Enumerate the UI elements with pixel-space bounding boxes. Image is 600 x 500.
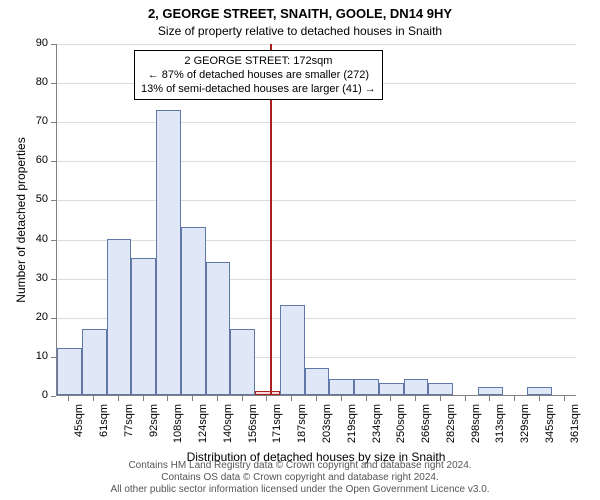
xtick-label: 108sqm xyxy=(173,404,184,454)
ytick-label: 40 xyxy=(22,234,48,245)
annotation-line: 13% of semi-detached houses are larger (… xyxy=(141,82,376,96)
ytick-mark xyxy=(51,357,56,358)
chart-subtitle: Size of property relative to detached ho… xyxy=(0,24,600,38)
xtick-label: 92sqm xyxy=(149,404,160,454)
ytick-label: 20 xyxy=(22,312,48,323)
xtick-mark xyxy=(68,396,69,401)
ytick-mark xyxy=(51,122,56,123)
ytick-label: 80 xyxy=(22,77,48,88)
xtick-label: 77sqm xyxy=(124,404,135,454)
xtick-mark xyxy=(366,396,367,401)
ytick-mark xyxy=(51,318,56,319)
gridline xyxy=(57,240,576,241)
xtick-label: 45sqm xyxy=(74,404,85,454)
xtick-mark xyxy=(266,396,267,401)
bar xyxy=(404,379,429,395)
ytick-mark xyxy=(51,396,56,397)
xtick-mark xyxy=(242,396,243,401)
bar xyxy=(230,329,255,395)
ytick-label: 70 xyxy=(22,116,48,127)
xtick-mark xyxy=(440,396,441,401)
ytick-label: 0 xyxy=(22,390,48,401)
xtick-mark xyxy=(192,396,193,401)
xtick-mark xyxy=(118,396,119,401)
xtick-mark xyxy=(217,396,218,401)
bar xyxy=(156,110,181,396)
ytick-mark xyxy=(51,83,56,84)
bar xyxy=(329,379,354,395)
xtick-label: 345sqm xyxy=(545,404,556,454)
bar xyxy=(131,258,156,395)
xtick-mark xyxy=(143,396,144,401)
bar xyxy=(57,348,82,395)
chart-title: 2, GEORGE STREET, SNAITH, GOOLE, DN14 9H… xyxy=(0,6,600,21)
xtick-label: 187sqm xyxy=(297,404,308,454)
xtick-label: 361sqm xyxy=(570,404,581,454)
bar-highlight xyxy=(255,391,280,395)
bar xyxy=(280,305,305,395)
ytick-label: 30 xyxy=(22,273,48,284)
xtick-mark xyxy=(167,396,168,401)
xtick-label: 61sqm xyxy=(99,404,110,454)
ytick-mark xyxy=(51,44,56,45)
ytick-label: 10 xyxy=(22,351,48,362)
gridline xyxy=(57,122,576,123)
ytick-mark xyxy=(51,279,56,280)
xtick-mark xyxy=(341,396,342,401)
xtick-mark xyxy=(316,396,317,401)
bar xyxy=(478,387,503,395)
xtick-label: 250sqm xyxy=(396,404,407,454)
xtick-mark xyxy=(539,396,540,401)
footer-line: All other public sector information lice… xyxy=(0,484,600,496)
xtick-label: 140sqm xyxy=(223,404,234,454)
annotation-line: 2 GEORGE STREET: 172sqm xyxy=(141,54,376,68)
bar xyxy=(527,387,552,395)
xtick-label: 234sqm xyxy=(372,404,383,454)
ytick-mark xyxy=(51,161,56,162)
bar xyxy=(379,383,404,395)
bar xyxy=(428,383,453,395)
ytick-mark xyxy=(51,200,56,201)
gridline xyxy=(57,161,576,162)
xtick-label: 329sqm xyxy=(520,404,531,454)
bar xyxy=(82,329,107,395)
bar xyxy=(107,239,132,395)
ytick-mark xyxy=(51,240,56,241)
xtick-mark xyxy=(564,396,565,401)
xtick-mark xyxy=(489,396,490,401)
bar xyxy=(305,368,330,395)
ytick-label: 60 xyxy=(22,155,48,166)
xtick-label: 313sqm xyxy=(495,404,506,454)
xtick-label: 203sqm xyxy=(322,404,333,454)
xtick-mark xyxy=(291,396,292,401)
xtick-label: 171sqm xyxy=(272,404,283,454)
xtick-label: 282sqm xyxy=(446,404,457,454)
footer-line: Contains OS data © Crown copyright and d… xyxy=(0,472,600,484)
annotation-line: ← 87% of detached houses are smaller (27… xyxy=(141,68,376,82)
xtick-mark xyxy=(465,396,466,401)
ytick-label: 90 xyxy=(22,38,48,49)
annotation-box: 2 GEORGE STREET: 172sqm ← 87% of detache… xyxy=(134,50,383,100)
bar xyxy=(181,227,206,395)
xtick-mark xyxy=(93,396,94,401)
gridline xyxy=(57,44,576,45)
bar xyxy=(206,262,231,395)
xtick-mark xyxy=(390,396,391,401)
xtick-label: 266sqm xyxy=(421,404,432,454)
bar xyxy=(354,379,379,395)
gridline xyxy=(57,200,576,201)
footer-line: Contains HM Land Registry data © Crown c… xyxy=(0,460,600,472)
xtick-label: 298sqm xyxy=(471,404,482,454)
chart-container: 2, GEORGE STREET, SNAITH, GOOLE, DN14 9H… xyxy=(0,0,600,500)
xtick-mark xyxy=(415,396,416,401)
xtick-label: 124sqm xyxy=(198,404,209,454)
xtick-label: 219sqm xyxy=(347,404,358,454)
y-axis-title: Number of detached properties xyxy=(14,120,28,320)
xtick-mark xyxy=(514,396,515,401)
ytick-label: 50 xyxy=(22,194,48,205)
xtick-label: 156sqm xyxy=(248,404,259,454)
